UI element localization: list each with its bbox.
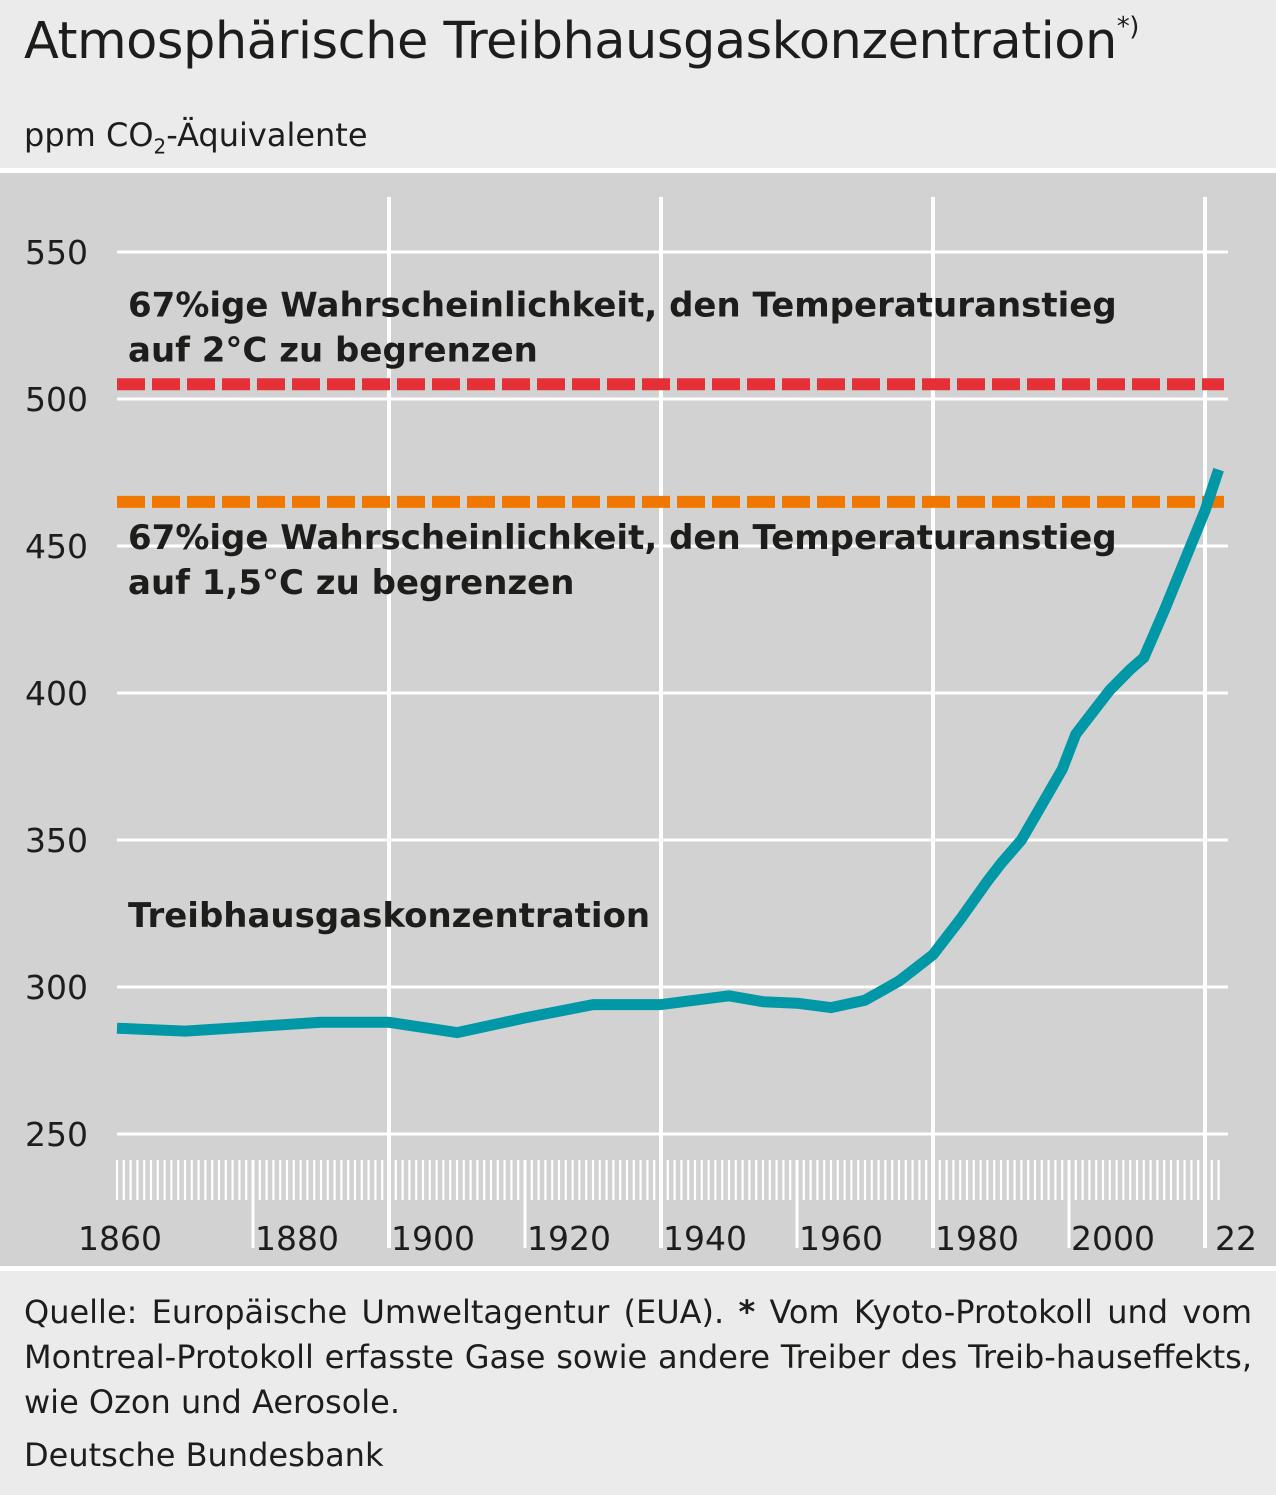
x-tick-label: 1960 bbox=[799, 1219, 883, 1258]
unit-subscript: 2 bbox=[153, 134, 167, 159]
unit-suffix: -Äquivalente bbox=[166, 116, 368, 154]
y-tick-label: 550 bbox=[25, 233, 88, 272]
footnote-star: * bbox=[738, 1293, 756, 1331]
y-tick-label: 500 bbox=[25, 380, 88, 419]
source-text: Quelle: Europäische Umweltagentur (EUA). bbox=[24, 1293, 739, 1331]
y-tick-label: 400 bbox=[25, 674, 88, 713]
title-footnote-mark: *) bbox=[1116, 12, 1140, 42]
chart-title: Atmosphärische Treibhausgaskonzentration… bbox=[24, 12, 1139, 71]
footnote-text: Vom Kyoto-Protokoll und vom Montreal-Pro… bbox=[24, 1293, 1253, 1421]
x-tick-label: 1880 bbox=[255, 1219, 339, 1258]
separator-top bbox=[0, 168, 1276, 173]
threshold-label-1: auf 1,5°C zu begrenzen bbox=[128, 563, 574, 603]
unit-label: ppm CO2-Äquivalente bbox=[24, 116, 368, 158]
y-tick-label: 300 bbox=[25, 968, 88, 1007]
x-tick-label: 22 bbox=[1215, 1219, 1257, 1258]
plot-background bbox=[0, 173, 1276, 1266]
x-tick-label: 1900 bbox=[391, 1219, 475, 1258]
unit-prefix: ppm CO bbox=[24, 116, 154, 154]
x-tick-label: 1860 bbox=[78, 1219, 162, 1258]
y-tick-label: 350 bbox=[25, 821, 88, 860]
y-tick-label: 450 bbox=[25, 527, 88, 566]
footnote: Quelle: Europäische Umweltagentur (EUA).… bbox=[24, 1290, 1252, 1425]
threshold-label-1: 67%ige Wahrscheinlichkeit, den Temperatu… bbox=[128, 518, 1117, 558]
x-tick-label: 1980 bbox=[935, 1219, 1019, 1258]
threshold-label-0: auf 2°C zu begrenzen bbox=[128, 330, 538, 370]
separator-bottom bbox=[0, 1266, 1276, 1271]
threshold-label-0: 67%ige Wahrscheinlichkeit, den Temperatu… bbox=[128, 285, 1117, 325]
publisher: Deutsche Bundesbank bbox=[24, 1436, 384, 1474]
series-label: Treibhausgaskonzentration bbox=[128, 896, 650, 936]
x-tick-label: 1940 bbox=[663, 1219, 747, 1258]
x-tick-label: 1920 bbox=[527, 1219, 611, 1258]
x-tick-label: 2000 bbox=[1071, 1219, 1155, 1258]
y-tick-label: 250 bbox=[25, 1115, 88, 1154]
title-text: Atmosphärische Treibhausgaskonzentration bbox=[24, 12, 1117, 71]
